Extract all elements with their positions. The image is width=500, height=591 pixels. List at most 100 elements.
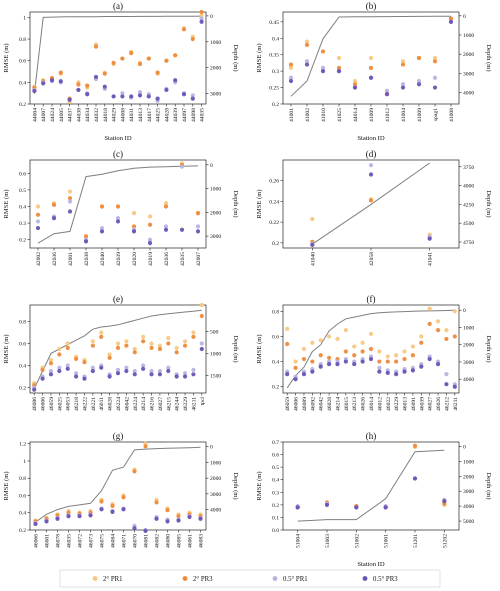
data-point <box>190 93 195 98</box>
data-point <box>76 82 81 87</box>
data-point <box>354 505 359 510</box>
x-tick-label: 46025 <box>57 397 63 411</box>
plot-frame <box>29 441 207 531</box>
y-tick-label: 1 <box>23 15 26 21</box>
y-tick-label: 0.2 <box>272 241 279 247</box>
data-point <box>410 344 416 349</box>
data-point <box>310 242 315 247</box>
data-point <box>179 227 185 232</box>
legend: 2° PR1 2° PR3 0.5° PR1 0.5° PR3 <box>59 569 441 588</box>
data-point <box>73 374 79 379</box>
y2-axis-label: Depth (m) <box>232 335 239 362</box>
data-point <box>452 309 457 314</box>
x-tick-label: 46215 <box>166 397 172 411</box>
data-point <box>402 356 407 362</box>
panel-title: (h) <box>366 431 377 441</box>
data-point <box>182 343 188 348</box>
data-point <box>318 364 323 369</box>
data-point <box>77 514 82 519</box>
data-point <box>304 62 310 67</box>
y2-axis-label: Depth (m) <box>485 44 492 71</box>
x-tick-label: 46042 <box>124 397 130 411</box>
data-point <box>124 343 129 348</box>
x-tick-label: 42058 <box>369 252 375 266</box>
data-point <box>131 229 137 234</box>
data-point <box>384 88 390 93</box>
data-point <box>326 334 332 339</box>
legend-marker <box>182 576 188 581</box>
data-point <box>85 83 90 88</box>
x-tick-label: 46070 <box>133 534 139 548</box>
x-tick-label: 44037 <box>68 108 74 122</box>
data-point <box>51 202 57 207</box>
y-tick-label: 0.8 <box>19 320 26 326</box>
data-point <box>384 92 390 97</box>
data-point <box>146 56 151 61</box>
x-tick-label: 46026 <box>436 397 442 411</box>
y-tick-label: 0.35 <box>269 53 279 59</box>
x-tick-label: 41009 <box>417 108 423 122</box>
y2-tick-label: 0 <box>463 308 466 314</box>
x-tick-label: 46083 <box>199 534 205 548</box>
data-point <box>67 209 73 214</box>
x-tick-label: 41001 <box>289 108 295 122</box>
y-tick-label: 0.2 <box>19 102 26 108</box>
data-point <box>107 355 112 360</box>
data-point <box>99 229 105 234</box>
data-point <box>320 65 326 70</box>
panel-title: (c) <box>113 149 123 159</box>
x-tick-label: 44098 <box>191 108 197 122</box>
x-tick-label: 46224 <box>116 397 122 411</box>
x-tick-label: 44038 <box>76 108 82 122</box>
data-point <box>48 372 54 377</box>
data-point <box>182 339 188 344</box>
data-point <box>124 365 129 370</box>
data-point <box>285 372 290 377</box>
data-point <box>385 359 390 364</box>
y-tick-label: 0.4 <box>272 478 279 484</box>
x-tick-label: 46214 <box>141 397 147 411</box>
data-point <box>199 9 204 15</box>
data-point <box>51 216 57 221</box>
x-tick-label: 41002 <box>305 108 311 122</box>
data-point <box>335 361 340 367</box>
x-tick-label: 46053 <box>66 397 72 411</box>
data-point <box>90 365 95 370</box>
data-point <box>435 328 441 333</box>
x-tick-label: 44035 <box>200 108 206 122</box>
data-point <box>67 199 73 204</box>
x-tick-label: 44039 <box>173 108 179 122</box>
y2-tick-label: 500 <box>210 329 219 335</box>
depth-line <box>33 15 202 94</box>
panel-0: (a) 0.2 0.4 0.6 0.8 1 0 1000 2000 3000 RMSE (m) Dep… <box>3 1 239 142</box>
data-point <box>132 368 137 374</box>
x-tick-label: 46015 <box>344 397 350 411</box>
y-tick-label: 0.26 <box>269 179 279 185</box>
x-tick-label: 46059 <box>49 397 55 411</box>
y-axis-label: RMSE (m) <box>256 189 263 218</box>
x-tick-label: 44032 <box>94 108 100 122</box>
data-point <box>165 508 170 513</box>
x-tick-label: 51201 <box>413 534 419 548</box>
x-tick-label: 42039 <box>116 252 122 266</box>
depth-line <box>37 165 199 244</box>
data-point <box>400 62 406 67</box>
depth-line <box>297 449 445 522</box>
x-tick-label: 46011 <box>99 397 105 411</box>
data-point <box>82 376 87 381</box>
y2-tick-label: 2000 <box>210 66 221 72</box>
data-point <box>107 352 112 357</box>
x-tick-label: 46244 <box>175 397 181 411</box>
data-point <box>179 164 185 169</box>
data-point <box>377 359 382 364</box>
data-point <box>336 55 342 61</box>
x-tick-label: 46211 <box>191 397 197 411</box>
data-point <box>336 65 342 70</box>
y2-tick-label: 3000 <box>463 360 474 366</box>
data-point <box>115 367 121 372</box>
data-point <box>58 70 63 75</box>
data-point <box>149 372 154 377</box>
y-tick-label: 0.2 <box>272 503 279 509</box>
y-tick-label: 0.2 <box>272 102 279 108</box>
y2-tick-label: 5000 <box>463 519 474 525</box>
